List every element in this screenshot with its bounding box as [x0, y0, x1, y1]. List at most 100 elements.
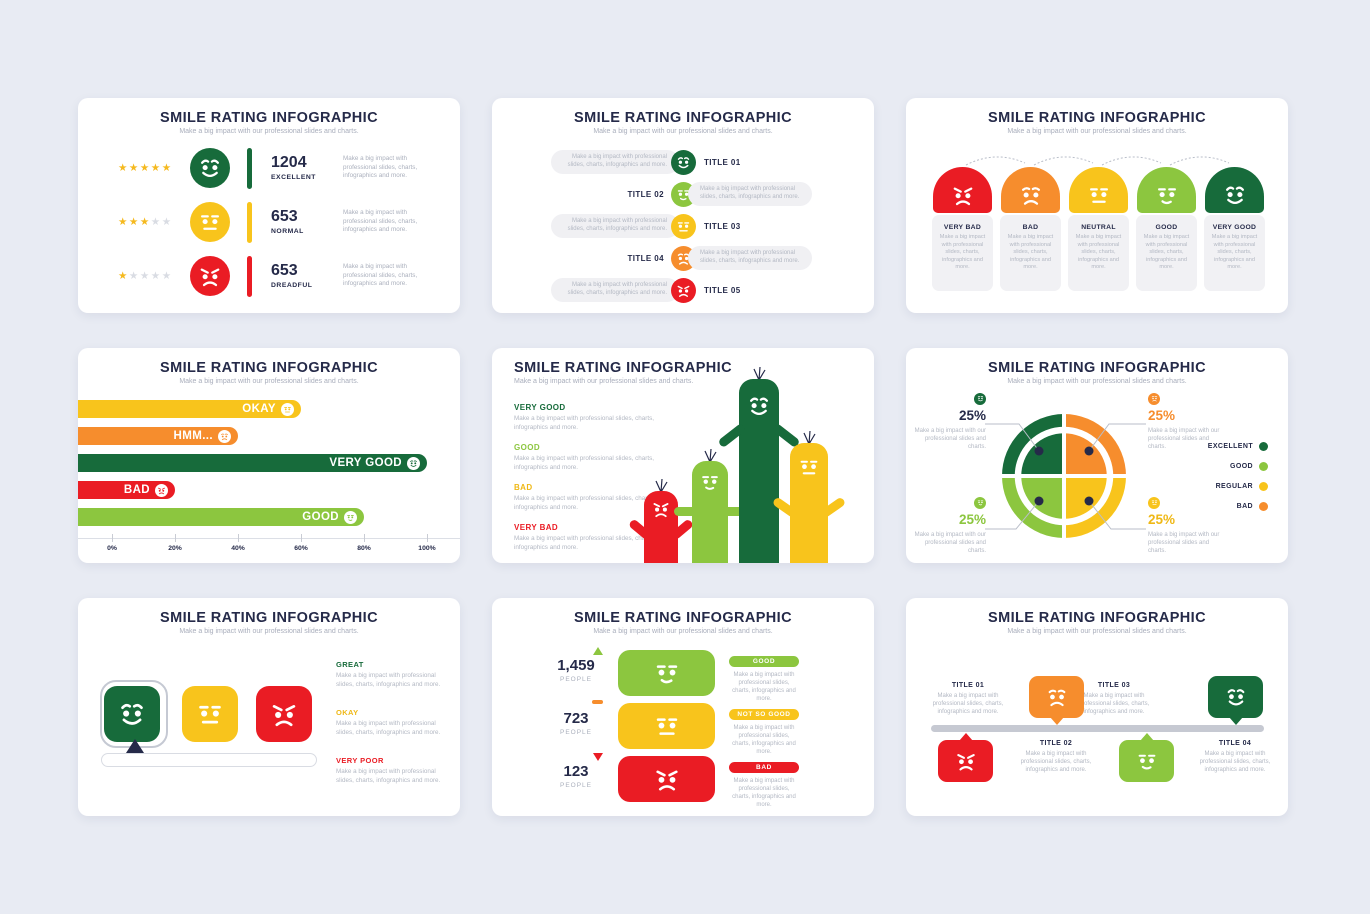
percentage-value: 25%	[1148, 512, 1176, 527]
percentage-value: 25%	[1148, 408, 1176, 423]
legend-dot	[1259, 481, 1268, 491]
character-body	[790, 443, 828, 563]
angry-face-icon	[266, 696, 302, 732]
legend-dot	[1259, 441, 1268, 451]
option-label: VERY POOR	[336, 756, 384, 765]
bar-okay: OKAY	[78, 400, 301, 418]
count-block: 723 PEOPLE	[547, 700, 605, 736]
result-description: Make a big impact with professional slid…	[732, 672, 796, 703]
callout-description: Make a big impact with our professional …	[1148, 427, 1220, 451]
rating-slider-track	[101, 753, 317, 767]
smile-face-icon	[674, 185, 693, 204]
angry-face-icon	[649, 497, 673, 521]
item-title: TITLE 05	[704, 286, 741, 295]
rating-label: DREADFUL	[271, 281, 313, 289]
count-unit: PEOPLE	[559, 782, 592, 789]
star-icon: ★	[118, 162, 129, 174]
item-description-pill: Make a big impact with professional slid…	[688, 246, 812, 270]
bar-label: BAD	[123, 484, 150, 496]
section-label: VERY GOOD	[514, 403, 566, 412]
legend-label: GOOD	[1230, 462, 1253, 470]
smile-face-icon	[650, 656, 684, 690]
card-dome-scale: SMILE RATING INFOGRAPHIC Make a big impa…	[906, 98, 1288, 313]
divider-bar	[247, 201, 252, 243]
result-block: GOOD Make a big impact with professional…	[729, 656, 799, 703]
card-title: SMILE RATING INFOGRAPHIC	[988, 360, 1206, 376]
happy-face-icon	[1222, 683, 1250, 711]
result-description: Make a big impact with professional slid…	[732, 725, 796, 756]
character-arm	[674, 507, 700, 516]
item-title: TITLE 04	[627, 254, 664, 263]
section-description: Make a big impact with professional slid…	[514, 495, 654, 511]
happy-face-icon	[1205, 167, 1264, 213]
option-very-poor	[256, 686, 312, 742]
happy-face-icon	[671, 150, 696, 175]
smile-face-icon	[697, 469, 723, 495]
antenna-icon	[704, 448, 717, 462]
list-item: TITLE 04 Make a big impact with professi…	[492, 246, 874, 271]
option-text-great: GREAT Make a big impact with professiona…	[336, 660, 450, 690]
timeline-description: Make a big impact with professional slid…	[1199, 751, 1271, 774]
sad-face-icon	[1043, 683, 1071, 711]
character-very-bad	[627, 478, 695, 563]
card-bar-chart: SMILE RATING INFOGRAPHIC Make a big impa…	[78, 348, 460, 563]
happy-face-bubble	[1208, 676, 1263, 725]
axis-tick-label: 20%	[168, 545, 182, 552]
divider-bar	[247, 255, 252, 297]
neutral-face-icon	[1148, 496, 1160, 509]
sad-face-icon	[219, 431, 230, 442]
card-title: SMILE RATING INFOGRAPHIC	[160, 360, 378, 376]
trend-down-icon	[593, 753, 603, 761]
section-description: Make a big impact with professional slid…	[514, 535, 654, 551]
rating-count: 653	[271, 208, 298, 226]
axis-tick-label: 0%	[107, 545, 117, 552]
card-title: SMILE RATING INFOGRAPHIC	[988, 610, 1206, 626]
bubble-tail	[1139, 733, 1154, 741]
angry-face-bubble	[938, 733, 993, 782]
neutral-face-icon	[1083, 180, 1115, 210]
connector-arcs	[965, 156, 1230, 166]
result-badge: GOOD	[729, 656, 799, 667]
bubble-tail	[1228, 717, 1243, 725]
option-description: Make a big impact with professional slid…	[336, 672, 441, 688]
axis-tick	[175, 534, 176, 542]
card-header: SMILE RATING INFOGRAPHIC Make a big impa…	[78, 348, 460, 385]
card-subtitle: Make a big impact with our professional …	[179, 128, 359, 135]
star-rating-icons: ★★★★★	[118, 216, 190, 228]
antenna-icon	[655, 478, 668, 492]
card-subtitle: Make a big impact with our professional …	[593, 628, 773, 635]
item-title: TITLE 01	[704, 158, 741, 167]
card-subtitle: Make a big impact with our professional …	[1007, 128, 1187, 135]
smile-face-icon	[618, 650, 715, 696]
divider-bar	[247, 147, 252, 189]
rating-description: Make a big impact with professional slid…	[343, 209, 418, 234]
bar-good: GOOD	[78, 508, 364, 526]
card-title: SMILE RATING INFOGRAPHIC	[574, 110, 792, 126]
neutral-face-icon	[674, 217, 693, 236]
rating-value-block: 653 DREADFUL	[271, 262, 343, 289]
bubble-tail	[958, 733, 973, 741]
rating-row: ★★★★★ 653 NORMAL Make a big impact with …	[78, 201, 460, 243]
legend-item: BAD	[1196, 497, 1268, 515]
star-icon: ★	[150, 162, 162, 174]
timeline-title: TITLE 02	[1039, 740, 1073, 747]
smile-face-icon	[974, 496, 986, 509]
happy-face-icon	[408, 458, 419, 469]
star-icon: ★	[118, 216, 129, 228]
star-icon: ★	[150, 270, 162, 282]
legend-dot	[1259, 501, 1268, 511]
slider-marker	[126, 739, 144, 753]
bar-label: OKAY	[242, 403, 276, 415]
card-title: SMILE RATING INFOGRAPHIC	[160, 110, 378, 126]
star-icon: ★	[139, 162, 151, 174]
neutral-face-icon	[190, 202, 230, 242]
smile-face-icon	[345, 512, 356, 523]
scale-panel: BAD Make a big impact with professional …	[1000, 215, 1061, 291]
card-title: SMILE RATING INFOGRAPHIC	[160, 610, 378, 626]
angry-face-icon	[618, 756, 715, 802]
neutral-face-icon	[618, 703, 715, 749]
card-titles-list: SMILE RATING INFOGRAPHIC Make a big impa…	[492, 98, 874, 313]
angry-face-icon	[195, 261, 225, 291]
angry-face-icon	[674, 281, 693, 300]
